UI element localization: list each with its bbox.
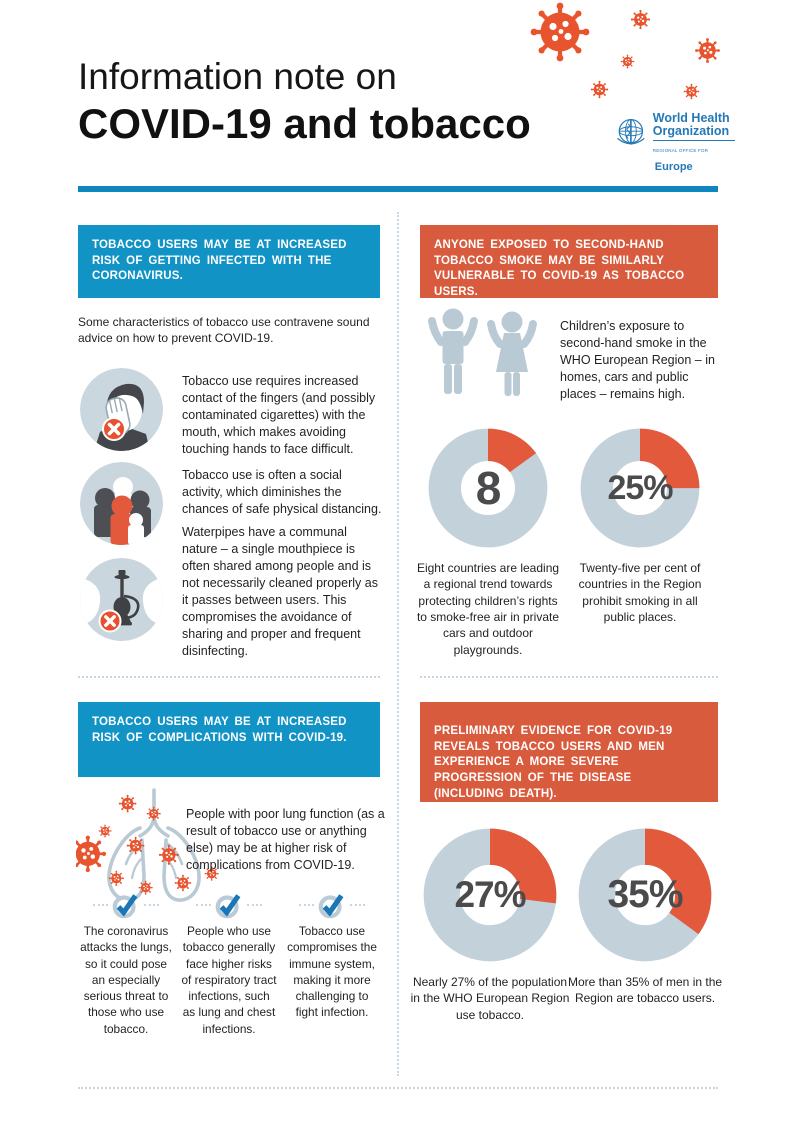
stat-25-percent: 25% Twenty-five per cent of countries in… [565, 428, 715, 625]
left-item1-text: Tobacco use requires increased contact o… [182, 374, 376, 456]
who-region-text: Europe [654, 160, 693, 173]
lungs-text: People with poor lung function (as a res… [186, 807, 385, 872]
coronavirus-icon [620, 54, 635, 69]
page-title-line2: COVID-19 and tobacco [78, 100, 531, 147]
check-item: Tobacco use compromises the immune syste… [284, 891, 380, 1037]
header-rule [78, 186, 718, 192]
waterpipe-prohibited-icon [80, 558, 163, 641]
donut-chart [580, 428, 700, 548]
checkmark-icon [318, 894, 344, 919]
check-item: The coronavirus attacks the lungs, so it… [78, 891, 174, 1037]
check-item-text: People who use tobacco generally face hi… [181, 924, 277, 1036]
who-logo-divider [652, 140, 735, 142]
who-office-text: REGIONAL OFFICE FOR [652, 147, 709, 153]
dotted-line [247, 904, 262, 906]
coronavirus-icon [630, 9, 651, 30]
column-divider [397, 212, 399, 1076]
stat-eight-countries: 8 Eight countries are leading a regional… [413, 428, 563, 658]
children-text: Children’s exposure to second-hand smoke… [560, 319, 715, 401]
dotted-line [299, 904, 314, 906]
left-section1-heading: TOBACCO USERS MAY BE AT INCREASED RISK O… [78, 225, 380, 298]
donut-value: 35% [607, 873, 683, 916]
right-section2-heading: PRELIMINARY EVIDENCE FOR COVID-19 REVEAL… [420, 702, 718, 802]
right-section-divider [420, 676, 718, 678]
left-item3-text: Waterpipes have a communal nature – a si… [182, 525, 378, 658]
check-item: People who use tobacco generally face hi… [181, 891, 277, 1037]
coronavirus-icon [590, 80, 609, 99]
dotted-line [93, 904, 108, 906]
check-items-row: The coronavirus attacks the lungs, so it… [78, 891, 380, 1037]
check-item-text: Tobacco use compromises the immune syste… [287, 924, 377, 1020]
coronavirus-icon [528, 0, 592, 66]
stat-caption: Twenty-five per cent of countries in the… [578, 561, 702, 624]
left-intro-text: Some characteristics of tobacco use cont… [78, 315, 370, 346]
page-title-line1: Information note on [78, 56, 397, 97]
checkmark-icon [112, 894, 138, 919]
right-section1-heading: ANYONE EXPOSED TO SECOND-HAND TOBACCO SM… [420, 225, 718, 298]
dotted-line [196, 904, 211, 906]
stat-caption: More than 35% of men in the Region are t… [567, 975, 723, 1006]
donut-value: 8 [475, 462, 502, 514]
dotted-line [144, 904, 159, 906]
stat-caption: Eight countries are leading a regional t… [416, 561, 560, 657]
who-logo-text: Organization [652, 124, 730, 139]
donut-value: 25% [607, 468, 673, 507]
donut-chart [578, 828, 712, 962]
social-group-icon [80, 462, 163, 545]
who-emblem-icon [617, 119, 645, 145]
left-item2-text: Tobacco use is often a social activity, … [182, 468, 382, 516]
who-europe-logo: World Health Organization REGIONAL OFFIC… [613, 111, 738, 172]
donut-chart [423, 828, 557, 962]
stat-27-percent: 27% Nearly 27% of the population in the … [410, 828, 570, 1023]
checkmark-icon [215, 894, 241, 919]
left-section2-heading: TOBACCO USERS MAY BE AT INCREASED RISK O… [78, 702, 380, 777]
donut-chart [428, 428, 548, 548]
children-icon [428, 308, 537, 396]
coronavirus-icon [694, 37, 721, 64]
who-logo-text: World Health [652, 111, 730, 125]
coronavirus-icon [683, 83, 700, 100]
face-touch-prohibited-icon [80, 368, 163, 451]
footer-divider [78, 1087, 718, 1089]
donut-value: 27% [454, 874, 526, 915]
lungs-virus-illustration [76, 788, 220, 902]
stat-35-percent: 35% More than 35% of men in the Region a… [565, 828, 725, 1007]
left-section-divider [78, 676, 380, 678]
check-item-text: The coronavirus attacks the lungs, so it… [80, 924, 172, 1036]
dotted-line [350, 904, 365, 906]
stat-caption: Nearly 27% of the population in the WHO … [410, 975, 570, 1022]
